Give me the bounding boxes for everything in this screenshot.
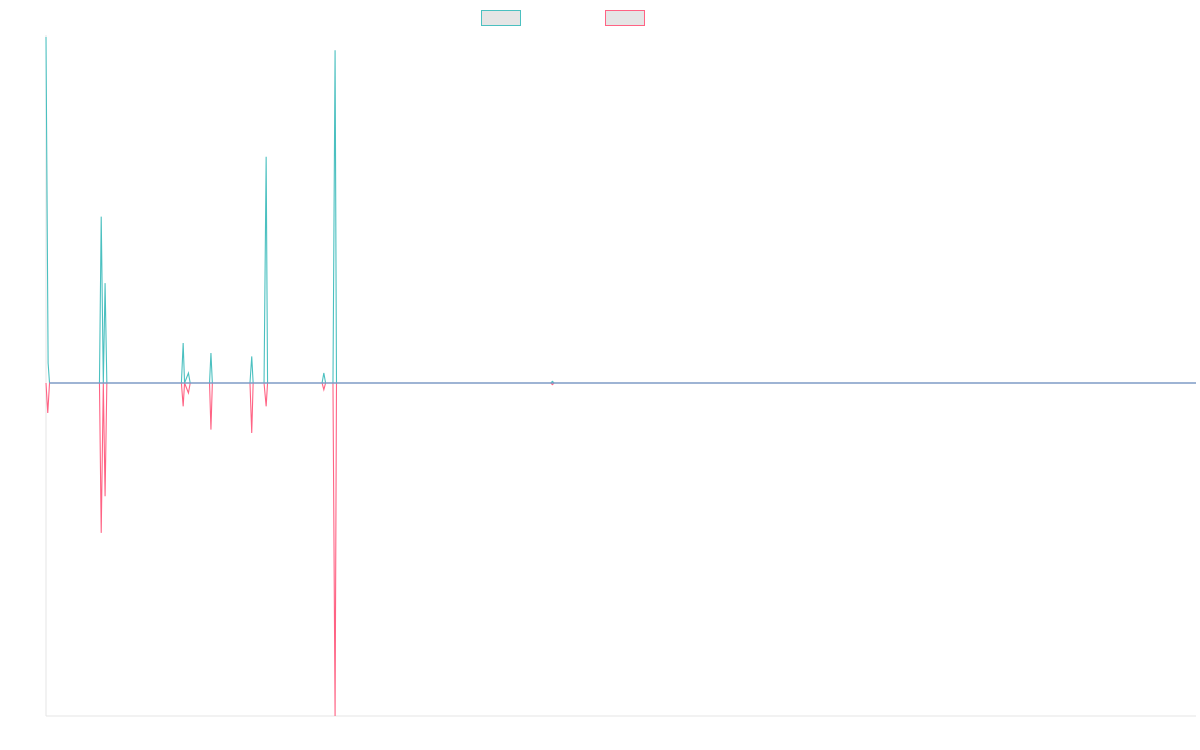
series-lines	[45, 36, 1196, 717]
legend-item-1[interactable]	[481, 10, 521, 26]
legend-swatch-2[interactable]	[605, 10, 645, 26]
legend-swatch-1[interactable]	[481, 10, 521, 26]
series-line-2	[45, 382, 1196, 717]
axes	[45, 35, 1196, 717]
legend[interactable]	[481, 10, 645, 26]
series-line-1	[45, 36, 1196, 384]
legend-item-2[interactable]	[605, 10, 645, 26]
